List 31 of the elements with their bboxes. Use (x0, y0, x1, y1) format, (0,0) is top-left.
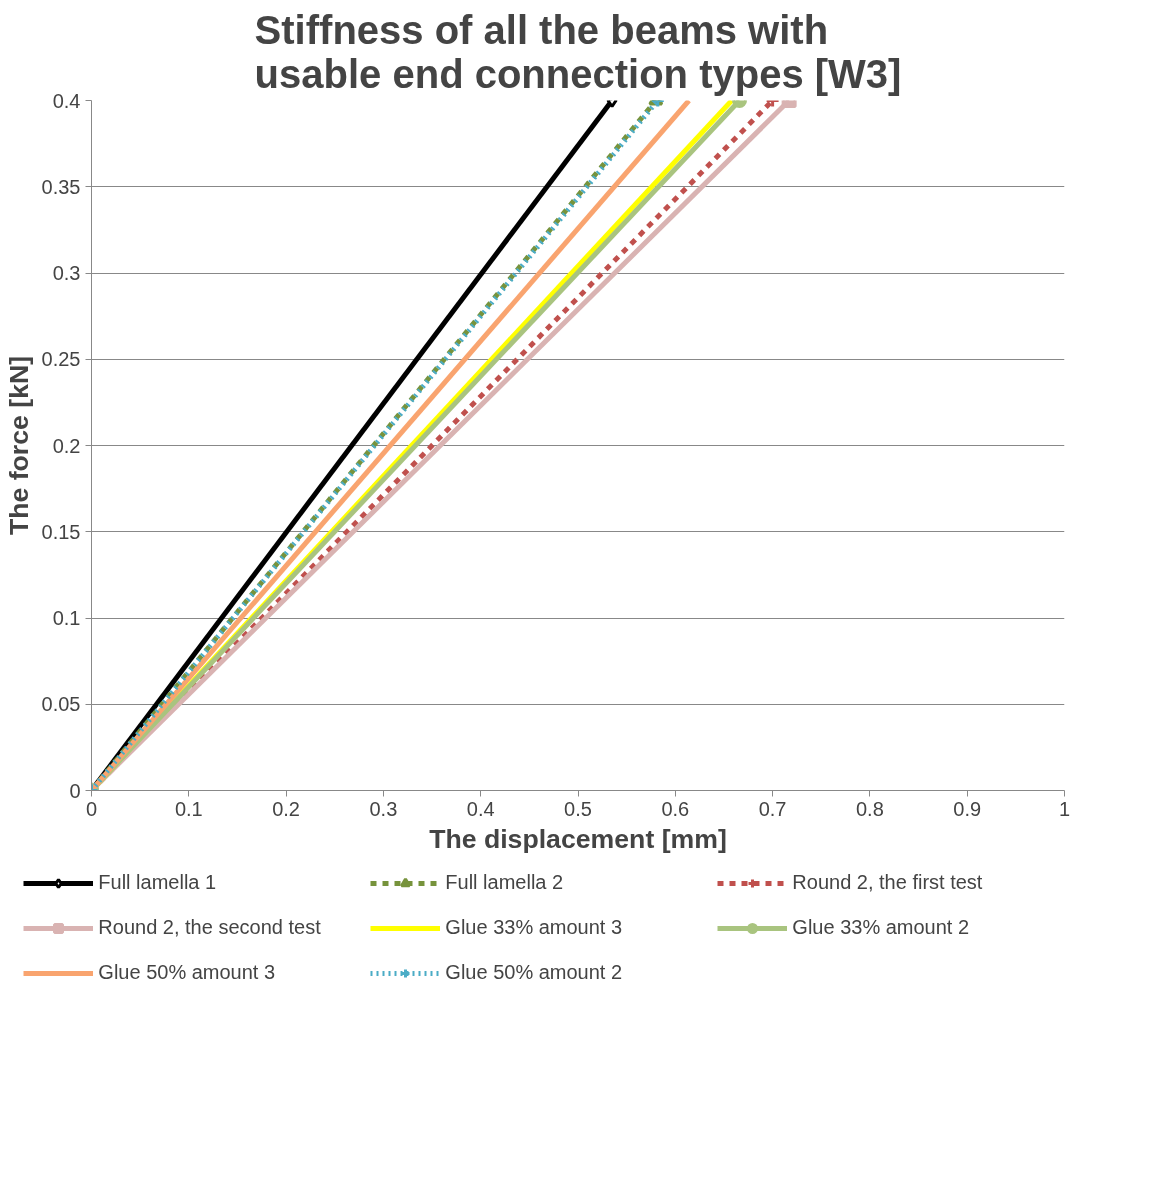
chart-title: Stiffness of all the beams with usable end connection types [W3] (254, 7, 902, 96)
x-tick-label: 0.2 (272, 797, 301, 820)
x-tick-label: 0.3 (369, 797, 398, 820)
x-tick-label: 0.4 (466, 797, 495, 820)
legend-label: Round 2, the second test (98, 916, 322, 939)
legend-label: Full lamella 2 (445, 871, 565, 894)
y-tick-label: 0.2 (52, 434, 81, 457)
x-tick-label: 0 (85, 797, 98, 820)
legend-label: Glue 50% amount 2 (445, 961, 624, 984)
y-tick-label: 0.1 (52, 607, 81, 629)
x-tick-label: 0.7 (758, 797, 787, 820)
legend-label: Round 2, the first test (792, 871, 984, 894)
y-tick-label: 0.05 (41, 693, 81, 716)
legend-label: Glue 33% amount 2 (792, 916, 971, 939)
x-tick-label: 0.9 (953, 797, 982, 820)
x-tick-label: 0.8 (856, 797, 884, 820)
y-axis-title: The force [kN] (3, 355, 34, 536)
y-tick-label: 0.3 (52, 262, 81, 284)
y-tick-label: 0.35 (41, 175, 81, 198)
legend-label: Glue 50% amount 3 (98, 961, 277, 984)
x-tick-label: 0.5 (564, 797, 592, 820)
x-tick-label: 1 (1058, 797, 1071, 820)
y-tick-label: 0.25 (41, 348, 81, 371)
x-axis-title: The displacement [mm] (429, 823, 727, 854)
y-tick-label: 0 (69, 779, 81, 802)
x-tick-label: 0.6 (661, 797, 690, 820)
y-tick-label: 0.4 (52, 89, 81, 112)
x-tick-label: 0.1 (174, 797, 203, 820)
legend-label: Glue 33% amount 3 (445, 916, 624, 939)
y-tick-label: 0.15 (41, 520, 81, 543)
legend-label: Full lamella 1 (98, 871, 218, 894)
